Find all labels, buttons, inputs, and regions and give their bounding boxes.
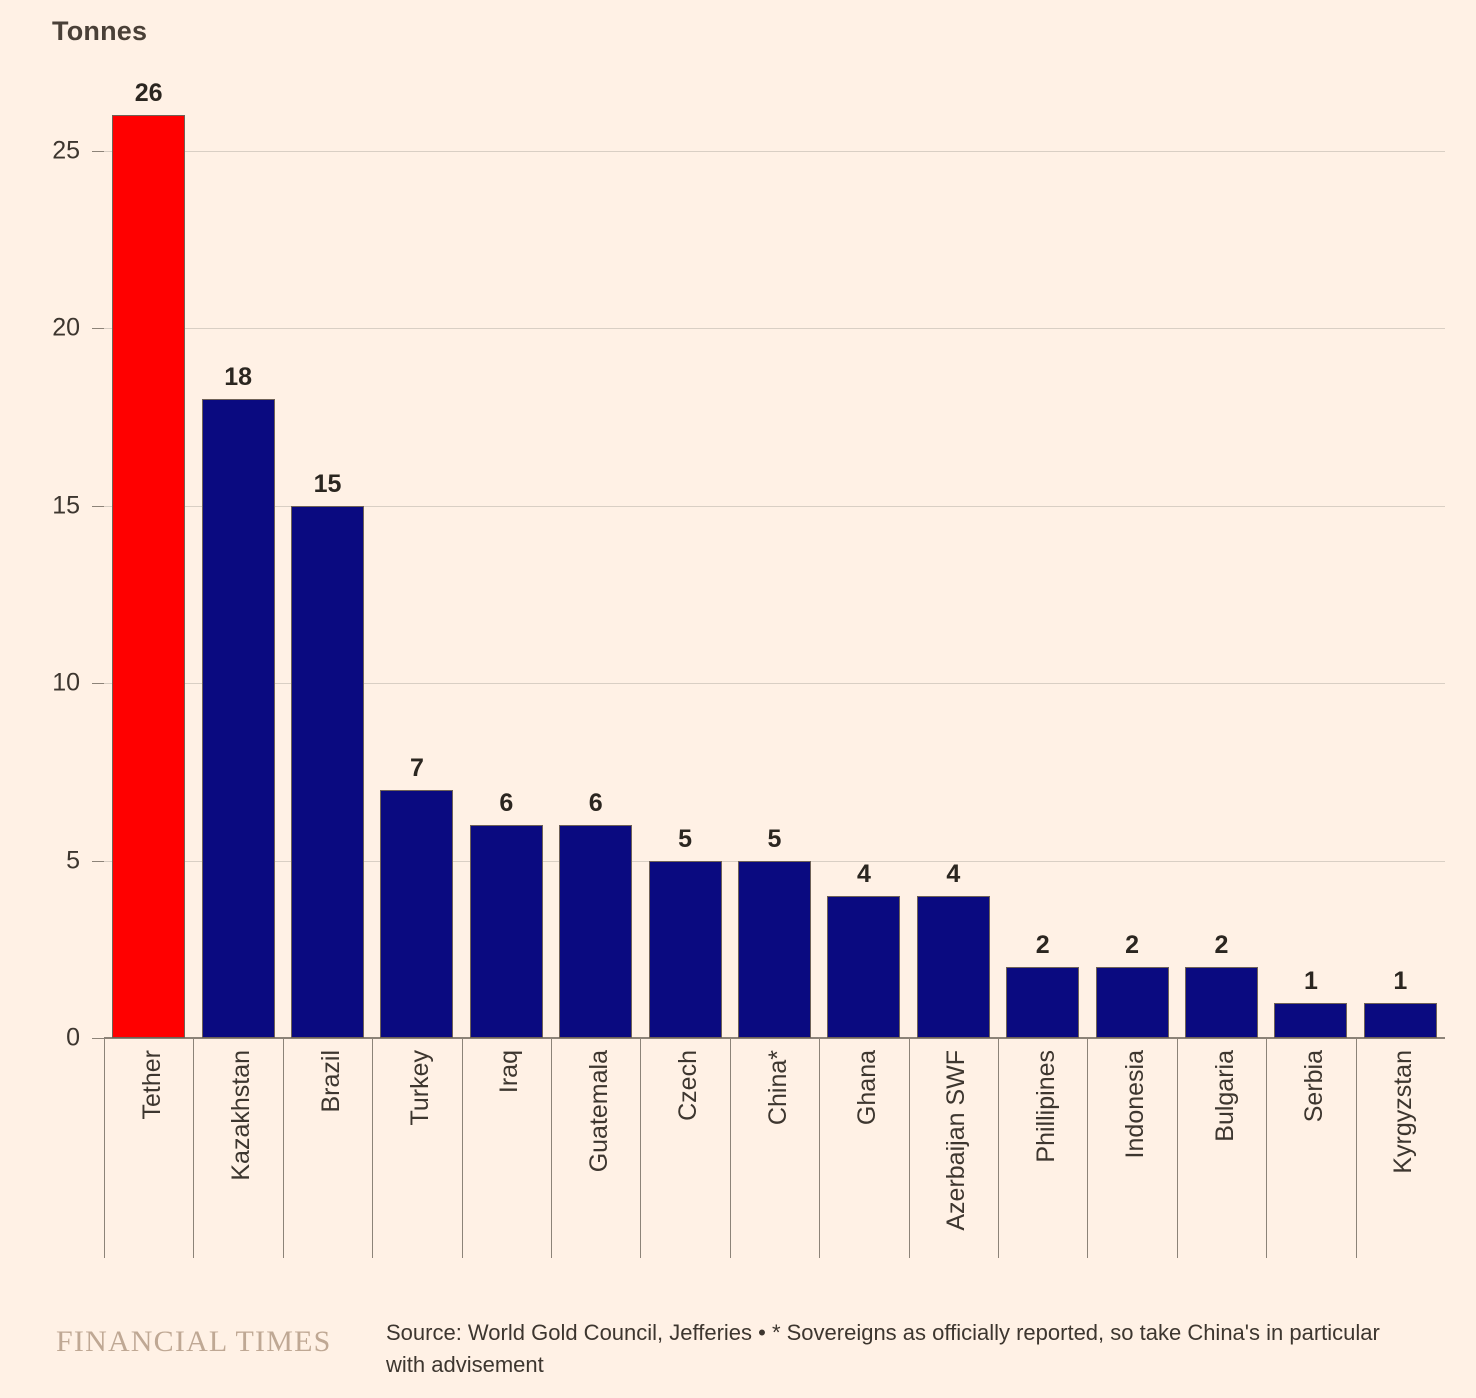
category-separator (640, 1038, 642, 1258)
bar-value-label: 2 (1125, 931, 1140, 959)
bar (380, 789, 454, 1038)
y-tick-mark (92, 1038, 104, 1039)
y-tick-label: 20 (52, 313, 80, 342)
bar (469, 825, 543, 1038)
x-axis-category-label: Kyrgyzstan (1389, 1050, 1418, 1174)
bar-value-label: 2 (1214, 931, 1229, 959)
source-note: Source: World Gold Council, Jefferies • … (386, 1320, 1380, 1377)
x-axis-category-label: China* (763, 1050, 792, 1126)
bar-value-label: 18 (224, 363, 252, 391)
y-tick-mark (92, 505, 104, 507)
bar-value-label: 7 (409, 753, 424, 782)
y-tick-label: 15 (52, 491, 80, 519)
bar (1363, 1002, 1437, 1038)
bar-value-label: 2 (1035, 931, 1050, 959)
x-axis-category-label: Iraq (495, 1050, 524, 1094)
x-axis-category-label: Ghana (852, 1050, 881, 1126)
x-axis-category-label: Kazakhstan (227, 1050, 256, 1181)
category-separator (998, 1038, 999, 1258)
bar-value-label: 4 (856, 860, 871, 888)
x-axis-category-label: Turkey (405, 1050, 434, 1126)
bar-value-label: 5 (678, 824, 693, 853)
bar-value-label: 4 (946, 860, 961, 888)
x-axis-category-label: Phillipines (1031, 1050, 1060, 1163)
category-separator (1087, 1038, 1089, 1258)
bar (201, 399, 275, 1038)
category-separator (551, 1038, 552, 1258)
bar (827, 896, 901, 1038)
bar-value-label: 1 (1303, 966, 1318, 995)
bar (112, 115, 186, 1038)
category-separator (193, 1038, 195, 1258)
category-separator (1266, 1038, 1268, 1258)
category-separator (819, 1038, 821, 1258)
bar (559, 825, 633, 1038)
gridline (104, 328, 1445, 329)
x-axis-category-label: Indonesia (1121, 1050, 1150, 1159)
x-axis-category-label: Guatemala (584, 1050, 613, 1173)
bar-value-label: 6 (499, 789, 514, 817)
y-tick-label: 5 (66, 846, 80, 874)
x-axis-category-label: Azerbaijan SWF (942, 1050, 971, 1231)
y-axis-title: Tonnes (52, 16, 148, 46)
x-axis-category-label: Tether (137, 1050, 166, 1120)
category-separator (1355, 1038, 1357, 1258)
y-tick-label: 25 (52, 136, 80, 164)
category-separator (729, 1038, 731, 1258)
bar-value-label: 5 (767, 824, 782, 853)
bar-value-label: 26 (134, 79, 163, 107)
y-tick-mark (92, 328, 104, 329)
gridline (104, 683, 1445, 684)
gridline (104, 150, 1445, 152)
category-separator (372, 1038, 374, 1258)
y-tick-label: 0 (66, 1023, 80, 1052)
y-tick-label: 10 (52, 668, 80, 697)
y-tick-mark (92, 860, 104, 862)
category-separator (1176, 1038, 1178, 1258)
bar-value-label: 6 (588, 789, 603, 817)
axis-baseline (104, 1037, 1445, 1039)
bar (648, 860, 722, 1038)
y-tick-mark (92, 150, 104, 152)
x-axis-category-label: Serbia (1299, 1050, 1328, 1123)
bar (1095, 967, 1169, 1038)
bar (916, 896, 990, 1038)
bar (1006, 967, 1080, 1038)
bar-value-label: 1 (1393, 966, 1408, 995)
bar (1274, 1002, 1348, 1038)
category-separator (908, 1038, 910, 1258)
x-axis-category-label: Czech (674, 1050, 703, 1121)
category-separator (461, 1038, 463, 1258)
bar (1185, 967, 1258, 1038)
category-separator (104, 1038, 105, 1258)
bar-value-label: 15 (313, 469, 342, 498)
bar (738, 860, 811, 1038)
x-axis-category-label: Brazil (316, 1050, 345, 1113)
category-separator (282, 1038, 284, 1258)
bar (291, 505, 364, 1038)
gridline (104, 505, 1445, 507)
chart-footer: FINANCIAL TIMES Source: World Gold Counc… (0, 1305, 1476, 1398)
financial-times-logo: FINANCIAL TIMES (56, 1325, 332, 1358)
y-tick-mark (92, 683, 104, 684)
x-axis-category-label: Bulgaria (1210, 1050, 1239, 1142)
